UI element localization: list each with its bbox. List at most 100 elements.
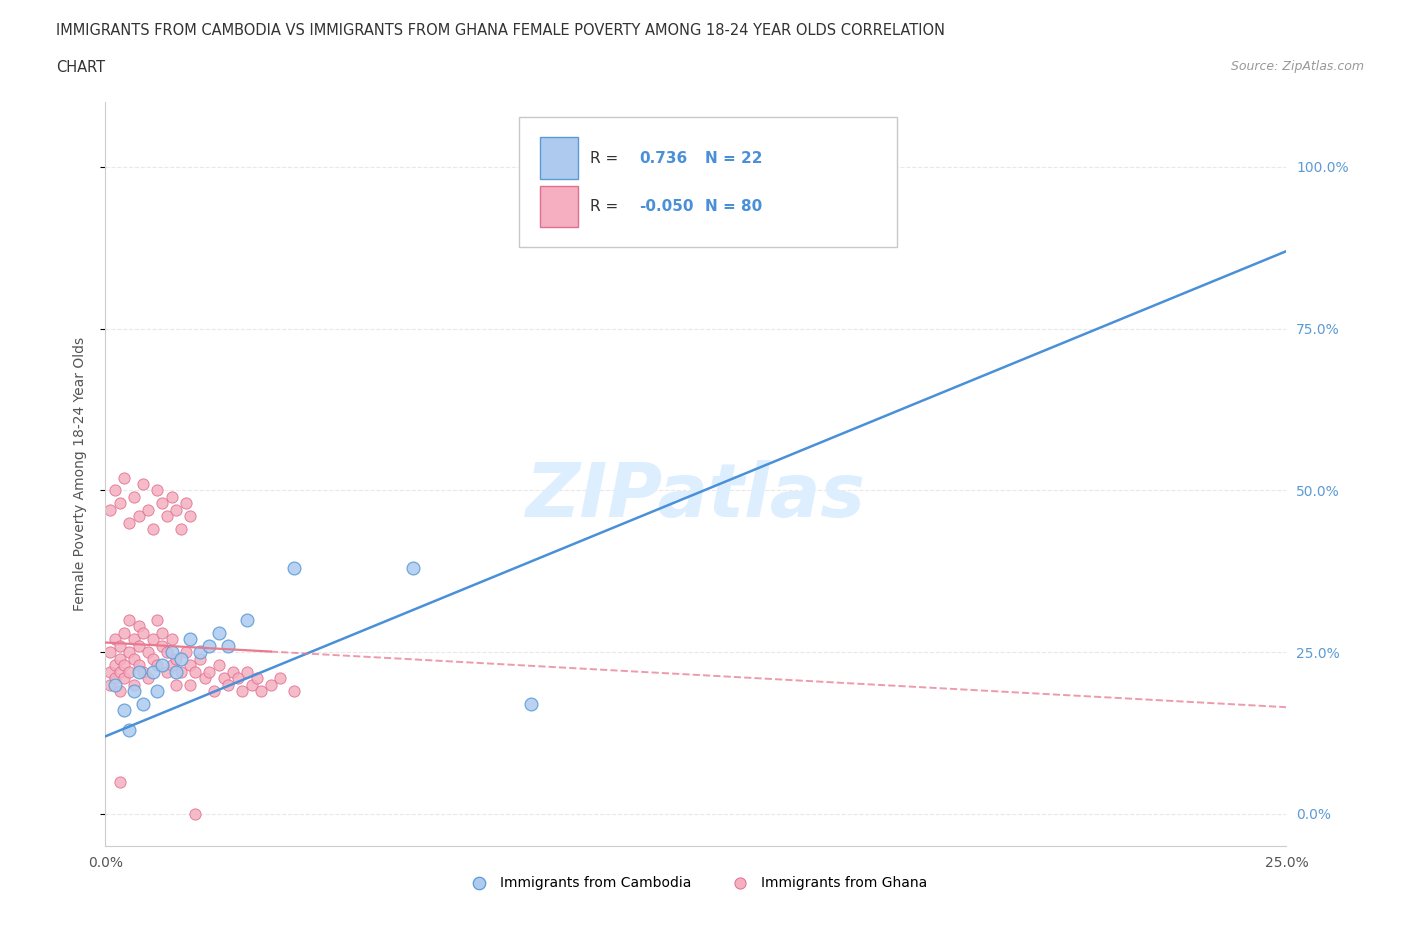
- Point: [128, 638, 150, 653]
- Text: IMMIGRANTS FROM CAMBODIA VS IMMIGRANTS FROM GHANA FEMALE POVERTY AMONG 18-24 YEA: IMMIGRANTS FROM CAMBODIA VS IMMIGRANTS F…: [56, 23, 945, 38]
- Point: [146, 684, 169, 698]
- Point: [212, 671, 235, 685]
- Point: [170, 522, 193, 537]
- Point: [851, 160, 873, 175]
- Point: [132, 625, 155, 640]
- Point: [401, 561, 423, 576]
- Text: CHART: CHART: [56, 60, 105, 75]
- Text: N = 80: N = 80: [706, 199, 762, 214]
- Point: [519, 697, 541, 711]
- Point: [236, 664, 259, 679]
- Point: [269, 671, 291, 685]
- Point: [108, 651, 131, 666]
- Point: [174, 644, 197, 659]
- FancyBboxPatch shape: [540, 138, 578, 179]
- Point: [184, 806, 207, 821]
- Point: [104, 671, 127, 685]
- Text: Source: ZipAtlas.com: Source: ZipAtlas.com: [1230, 60, 1364, 73]
- Point: [108, 664, 131, 679]
- FancyBboxPatch shape: [519, 117, 897, 247]
- Point: [118, 723, 141, 737]
- Point: [122, 684, 145, 698]
- Point: [104, 631, 127, 646]
- Point: [246, 671, 269, 685]
- Point: [122, 651, 145, 666]
- Point: [146, 658, 169, 672]
- Text: R =: R =: [589, 151, 623, 166]
- Point: [188, 651, 211, 666]
- Point: [128, 658, 150, 672]
- Point: [128, 509, 150, 524]
- Point: [104, 483, 127, 498]
- Point: [208, 658, 231, 672]
- Point: [202, 684, 225, 698]
- Point: [118, 613, 141, 628]
- Point: [160, 489, 183, 504]
- Point: [240, 677, 263, 692]
- Point: [283, 561, 305, 576]
- Point: [146, 483, 169, 498]
- Point: [160, 658, 183, 672]
- Point: [194, 671, 217, 685]
- Point: [222, 664, 245, 679]
- Point: [179, 631, 201, 646]
- Point: [108, 496, 131, 511]
- Point: [98, 677, 121, 692]
- Point: [231, 684, 253, 698]
- Point: [208, 625, 231, 640]
- Point: [146, 613, 169, 628]
- Point: [150, 496, 173, 511]
- Point: [112, 658, 135, 672]
- Point: [118, 644, 141, 659]
- Point: [198, 664, 221, 679]
- Point: [108, 774, 131, 789]
- Text: N = 22: N = 22: [706, 151, 763, 166]
- Point: [150, 638, 173, 653]
- Point: [128, 618, 150, 633]
- Text: 0.736: 0.736: [640, 151, 688, 166]
- Point: [156, 664, 179, 679]
- Legend: Immigrants from Cambodia, Immigrants from Ghana: Immigrants from Cambodia, Immigrants fro…: [460, 870, 932, 896]
- Point: [226, 671, 249, 685]
- Point: [98, 664, 121, 679]
- Point: [160, 631, 183, 646]
- Y-axis label: Female Poverty Among 18-24 Year Olds: Female Poverty Among 18-24 Year Olds: [73, 338, 87, 611]
- Point: [112, 671, 135, 685]
- Point: [108, 684, 131, 698]
- Point: [142, 522, 165, 537]
- Point: [198, 638, 221, 653]
- Point: [283, 684, 305, 698]
- Point: [236, 613, 259, 628]
- Point: [136, 671, 159, 685]
- Point: [260, 677, 283, 692]
- Point: [188, 644, 211, 659]
- FancyBboxPatch shape: [540, 186, 578, 227]
- Point: [132, 697, 155, 711]
- Point: [136, 644, 159, 659]
- Point: [250, 684, 273, 698]
- Point: [170, 664, 193, 679]
- Text: R =: R =: [589, 199, 623, 214]
- Point: [98, 644, 121, 659]
- Point: [132, 664, 155, 679]
- Point: [174, 496, 197, 511]
- Point: [112, 470, 135, 485]
- Point: [165, 651, 187, 666]
- Point: [98, 502, 121, 517]
- Point: [150, 658, 173, 672]
- Point: [142, 631, 165, 646]
- Point: [128, 664, 150, 679]
- Point: [170, 651, 193, 666]
- Point: [104, 658, 127, 672]
- Point: [165, 677, 187, 692]
- Point: [136, 502, 159, 517]
- Point: [217, 638, 239, 653]
- Point: [184, 664, 207, 679]
- Point: [217, 677, 239, 692]
- Text: -0.050: -0.050: [640, 199, 693, 214]
- Point: [156, 509, 179, 524]
- Point: [165, 502, 187, 517]
- Point: [122, 631, 145, 646]
- Point: [108, 638, 131, 653]
- Point: [104, 677, 127, 692]
